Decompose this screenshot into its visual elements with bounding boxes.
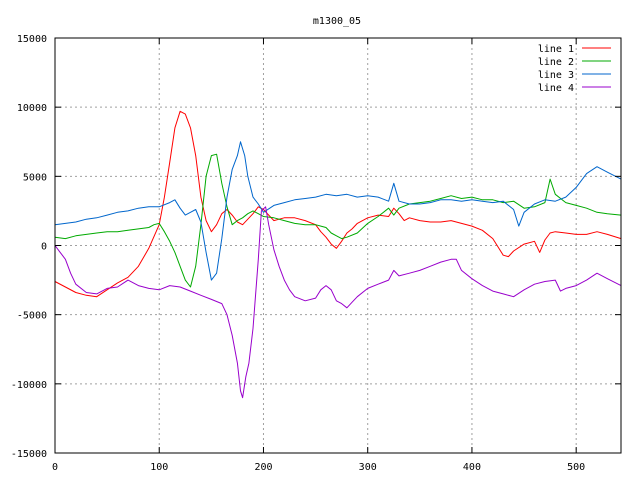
legend-label: line 1 bbox=[538, 44, 574, 55]
x-tick-label: 0 bbox=[52, 462, 58, 473]
series-line-3 bbox=[54, 141, 622, 281]
legend-label: line 2 bbox=[538, 57, 574, 68]
x-tick-label: 500 bbox=[567, 462, 585, 473]
series-line-1 bbox=[54, 110, 622, 298]
y-tick-label: -5000 bbox=[17, 311, 47, 322]
y-tick-label: -10000 bbox=[11, 380, 47, 391]
y-tick-label: 5000 bbox=[23, 172, 47, 183]
grid bbox=[55, 38, 621, 453]
x-tick-label: 100 bbox=[150, 462, 168, 473]
chart-title: m1300_05 bbox=[313, 16, 361, 27]
x-tick-label: 300 bbox=[359, 462, 377, 473]
y-tick-label: 15000 bbox=[17, 34, 47, 45]
series-layer bbox=[54, 110, 622, 399]
tick-marks bbox=[54, 37, 621, 454]
y-tick-label: -15000 bbox=[11, 449, 47, 460]
tick-labels: 0 100 200 300 400 500 -15000 -10000 -5000 0 5000 10… bbox=[11, 34, 585, 473]
x-tick-label: 200 bbox=[254, 462, 272, 473]
legend-label: line 3 bbox=[538, 70, 574, 81]
legend-label: line 4 bbox=[538, 83, 574, 94]
y-tick-label: 0 bbox=[41, 242, 47, 253]
x-tick-label: 400 bbox=[463, 462, 481, 473]
y-tick-label: 10000 bbox=[17, 103, 47, 114]
series-line-2 bbox=[54, 153, 622, 288]
legend: line 1 line 2 line 3 line 4 bbox=[538, 44, 611, 94]
series-line-4 bbox=[54, 206, 622, 399]
